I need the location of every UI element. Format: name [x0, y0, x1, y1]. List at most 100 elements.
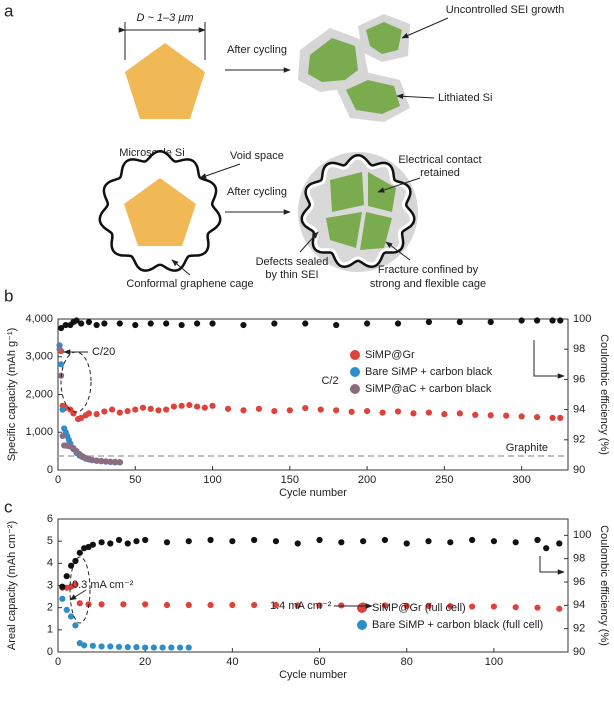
y2-tick-label: 100 — [573, 313, 591, 325]
data-point — [286, 407, 293, 414]
data-point — [556, 540, 563, 547]
legend-label: Bare SiMP + carbon black — [365, 366, 493, 378]
legend-marker — [350, 367, 360, 377]
data-point — [107, 540, 114, 547]
data-point — [76, 549, 83, 556]
data-point — [85, 318, 93, 326]
arrow — [171, 259, 191, 276]
x-tick-label: 250 — [435, 474, 453, 486]
data-point — [425, 318, 433, 326]
lithiated-label: Lithiated Si — [438, 92, 492, 104]
data-point — [469, 536, 476, 544]
x-tick-label: 100 — [485, 656, 503, 668]
data-point — [472, 411, 479, 418]
y2-tick-label: 100 — [573, 529, 591, 541]
data-point — [518, 413, 525, 420]
x-tick-label: 300 — [512, 474, 530, 486]
y-tick-label: 0 — [47, 646, 53, 658]
data-point — [410, 410, 417, 417]
data-point — [88, 456, 96, 463]
data-point — [543, 545, 550, 552]
y2-tick-label: 96 — [573, 373, 585, 385]
void-label: Void space — [230, 150, 284, 162]
data-point — [294, 602, 301, 609]
data-point — [209, 320, 216, 327]
data-point — [363, 408, 371, 415]
data-point — [124, 408, 131, 415]
data-point — [302, 320, 309, 327]
data-point — [101, 320, 108, 327]
data-point — [163, 406, 170, 413]
x-tick-label: 40 — [226, 656, 238, 668]
panel-label: a — [4, 1, 14, 20]
defects-label: Defects sealed — [256, 256, 329, 268]
data-point — [98, 643, 105, 650]
data-point — [63, 573, 70, 580]
data-point — [98, 539, 105, 546]
x-tick-label: 50 — [129, 474, 141, 486]
annotation: 0.3 mA cm⁻² — [72, 579, 134, 591]
data-point — [338, 602, 345, 609]
arrow — [299, 231, 319, 253]
data-point — [201, 404, 208, 411]
data-point — [72, 581, 79, 588]
y-tick-label: 2 — [47, 602, 53, 614]
data-point — [115, 643, 123, 651]
data-point — [447, 603, 454, 610]
data-point — [425, 538, 432, 545]
data-point — [147, 320, 154, 327]
data-point — [512, 539, 519, 546]
data-point — [133, 644, 140, 651]
data-point — [533, 317, 541, 324]
y-tick-label: 0 — [47, 464, 53, 476]
data-point — [209, 402, 216, 409]
data-point — [469, 603, 476, 610]
legend-label: SiMP@Gr (full cell) — [372, 602, 466, 614]
data-point — [93, 457, 100, 464]
data-point — [81, 642, 88, 649]
fracture-label: strong and flexible cage — [370, 278, 486, 290]
data-point — [381, 602, 389, 609]
data-point — [394, 320, 402, 327]
data-point — [102, 458, 110, 465]
data-point — [193, 403, 201, 410]
y2-tick-label: 90 — [573, 646, 585, 658]
size-label: D ~ 1–3 μm — [136, 12, 193, 24]
x-tick-label: 150 — [281, 474, 299, 486]
data-point — [185, 538, 192, 545]
data-point — [557, 317, 564, 324]
data-point — [193, 320, 201, 327]
y-tick-label: 4,000 — [25, 313, 53, 325]
data-point — [59, 432, 66, 440]
y-tick-label: 3,000 — [25, 351, 53, 363]
data-point — [120, 601, 127, 608]
axis-arrow — [533, 340, 565, 379]
data-point — [185, 601, 192, 609]
si-particle — [125, 43, 205, 119]
legend-marker — [357, 620, 367, 630]
data-point — [72, 622, 79, 629]
data-point — [381, 536, 389, 544]
data-point — [271, 320, 278, 327]
data-point — [534, 536, 541, 544]
x-axis-label: Cycle number — [279, 487, 347, 499]
data-point — [255, 405, 263, 412]
panel-a: a D ~ 1–3 μm Microscale Si After cycling… — [4, 1, 564, 289]
data-point — [229, 538, 236, 545]
data-point — [224, 405, 232, 412]
chart: b 0 50 100 150 200 250 300 0 1,000 2,000 3,000 4,000… — [4, 286, 610, 498]
y-tick-label: 5 — [47, 535, 53, 547]
reference-label: Graphite — [506, 442, 548, 454]
data-point — [240, 407, 247, 414]
si-particle — [124, 178, 196, 246]
data-point — [139, 404, 147, 411]
y2-axis-label: Coulombic efficiency (%) — [598, 525, 610, 646]
data-point — [447, 539, 454, 546]
sei-label: Uncontrolled SEI growth — [446, 4, 565, 16]
y-tick-label: 3 — [47, 579, 53, 591]
y-tick-label: 6 — [47, 513, 53, 525]
data-point — [115, 536, 123, 544]
legend-marker — [357, 603, 367, 613]
data-point — [142, 536, 149, 544]
y-tick-label: 2,000 — [25, 388, 53, 400]
